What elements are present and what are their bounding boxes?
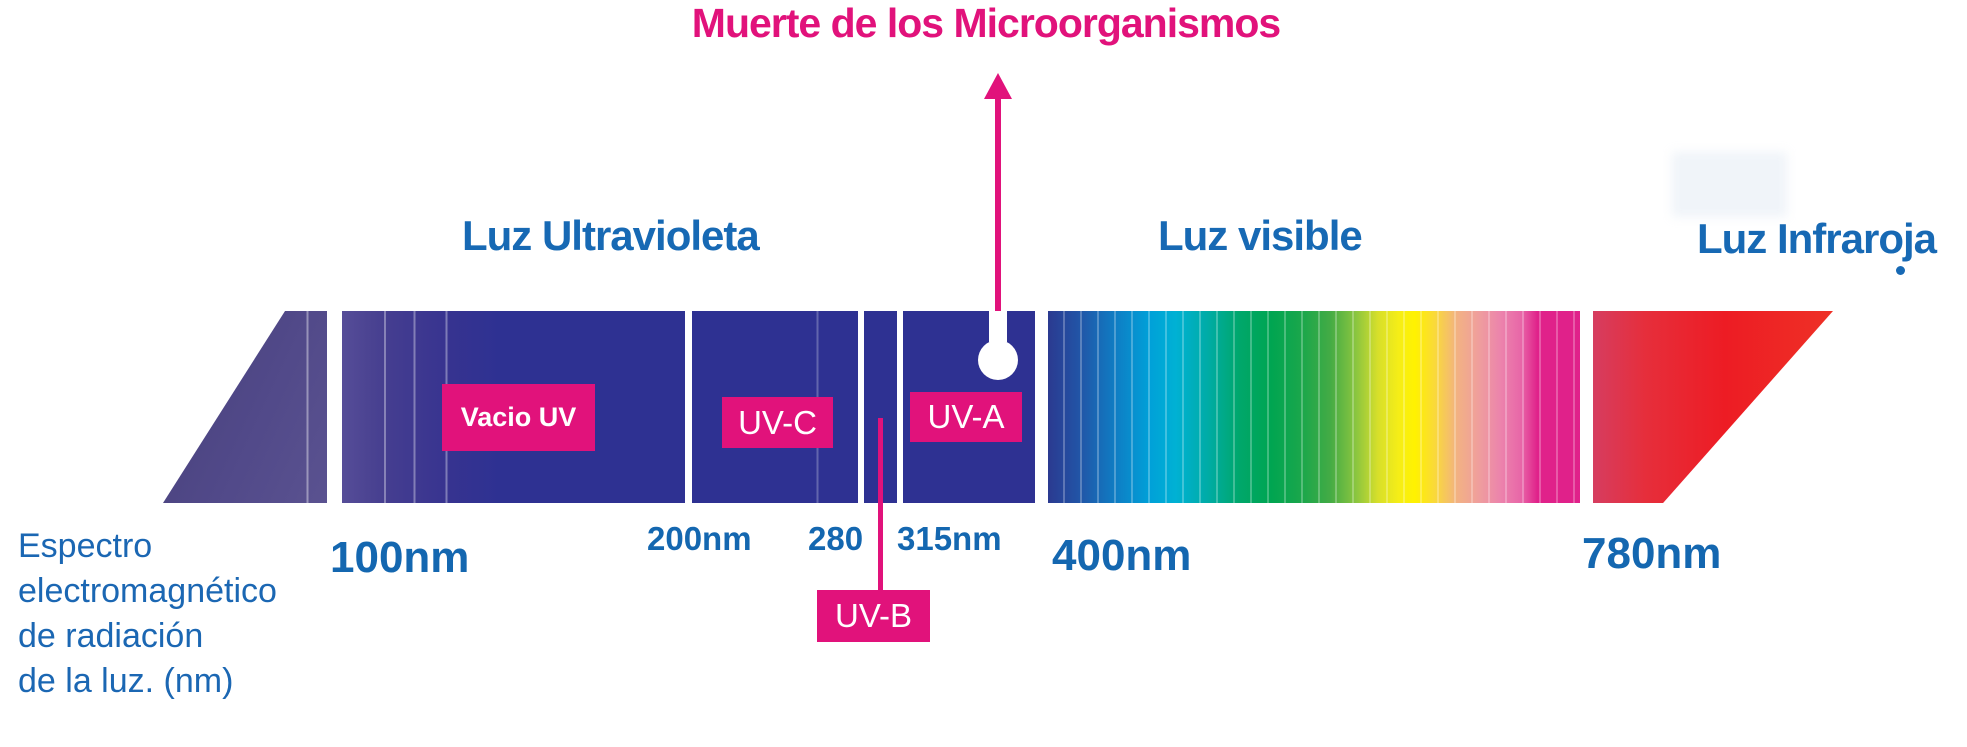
caption-block: Espectro electromagnético de radiación d… bbox=[18, 524, 318, 704]
watermark-smudge bbox=[1672, 152, 1787, 217]
tick-100nm: 100nm bbox=[330, 533, 470, 582]
tick-780nm: 780nm bbox=[1582, 529, 1722, 578]
tick-200nm: 200nm bbox=[647, 520, 752, 557]
arrow-up-icon bbox=[984, 73, 1012, 99]
page-title: Muerte de los Microorganismos bbox=[691, 0, 1281, 46]
segment-visible-light bbox=[1048, 311, 1580, 503]
stray-dot bbox=[1896, 266, 1905, 275]
arrow-channel bbox=[989, 311, 1007, 342]
caption-line-3: de radiación bbox=[18, 617, 204, 655]
segment-uva: UV-A bbox=[903, 311, 1035, 503]
uvc-label-box: UV-C bbox=[722, 397, 833, 448]
tick-315nm: 315nm bbox=[897, 520, 1002, 557]
segment-vacuum-uv: Vacio UV bbox=[342, 311, 685, 503]
region-label-ultraviolet: Luz Ultravioleta bbox=[462, 212, 760, 259]
uva-label-box: UV-A bbox=[910, 392, 1022, 442]
segment-far-uv-start bbox=[163, 311, 327, 503]
segment-uvc: UV-C bbox=[692, 311, 858, 503]
caption-line-2: electromagnético bbox=[18, 572, 277, 610]
microorganism-marker-circle bbox=[978, 340, 1018, 380]
region-label-infrared: Luz Infraroja bbox=[1697, 215, 1937, 262]
segment-infrared bbox=[1593, 311, 1833, 503]
uvb-pointer-line bbox=[878, 418, 883, 592]
tick-400nm: 400nm bbox=[1052, 531, 1192, 580]
vacuum-uv-label-box: Vacio UV bbox=[442, 384, 595, 451]
region-label-visible: Luz visible bbox=[1158, 212, 1363, 259]
tick-280: 280 bbox=[808, 520, 864, 557]
uvb-label-box: UV-B bbox=[817, 590, 930, 642]
caption-line-4: de la luz. (nm) bbox=[18, 662, 234, 700]
arrow-shaft bbox=[995, 96, 1001, 341]
caption-line-1: Espectro bbox=[18, 527, 153, 565]
